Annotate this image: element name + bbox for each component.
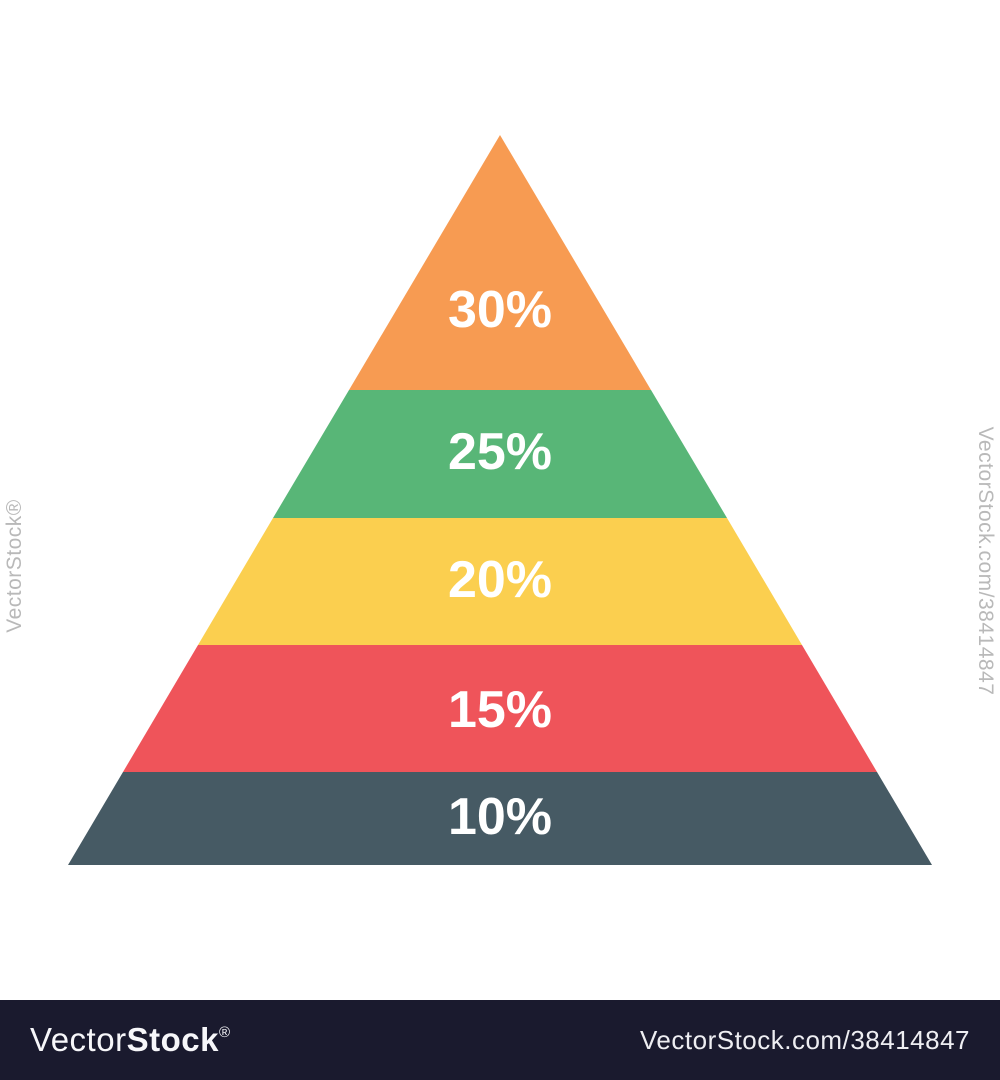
vectorstock-logo: VectorStock® xyxy=(30,1021,231,1059)
pyramid-level-shape-15 xyxy=(123,645,877,772)
logo-prefix: Vector xyxy=(30,1021,127,1058)
pyramid-level-shape-30 xyxy=(349,135,651,390)
side-watermark-right: VectorStock.com/38414847 xyxy=(974,426,997,696)
pyramid-level-label-30: 30% xyxy=(448,281,552,339)
pyramid-level-shape-25 xyxy=(273,390,727,518)
watermark-url: VectorStock.com/38414847 xyxy=(640,1024,970,1055)
pyramid-level-label-25: 25% xyxy=(448,423,552,481)
pyramid-level-shape-10 xyxy=(68,772,932,865)
pyramid-level-label-10: 10% xyxy=(448,788,552,846)
logo-suffix: Stock xyxy=(126,1021,219,1058)
side-watermark-left: VectorStock® xyxy=(3,499,26,633)
pyramid-level-label-15: 15% xyxy=(448,681,552,739)
pyramid-level-shape-20 xyxy=(198,518,802,645)
watermark-bar: VectorStock® VectorStock.com/38414847 xyxy=(0,1000,1000,1080)
pyramid-level-label-20: 20% xyxy=(448,551,552,609)
registered-trademark-icon: ® xyxy=(218,1024,231,1041)
